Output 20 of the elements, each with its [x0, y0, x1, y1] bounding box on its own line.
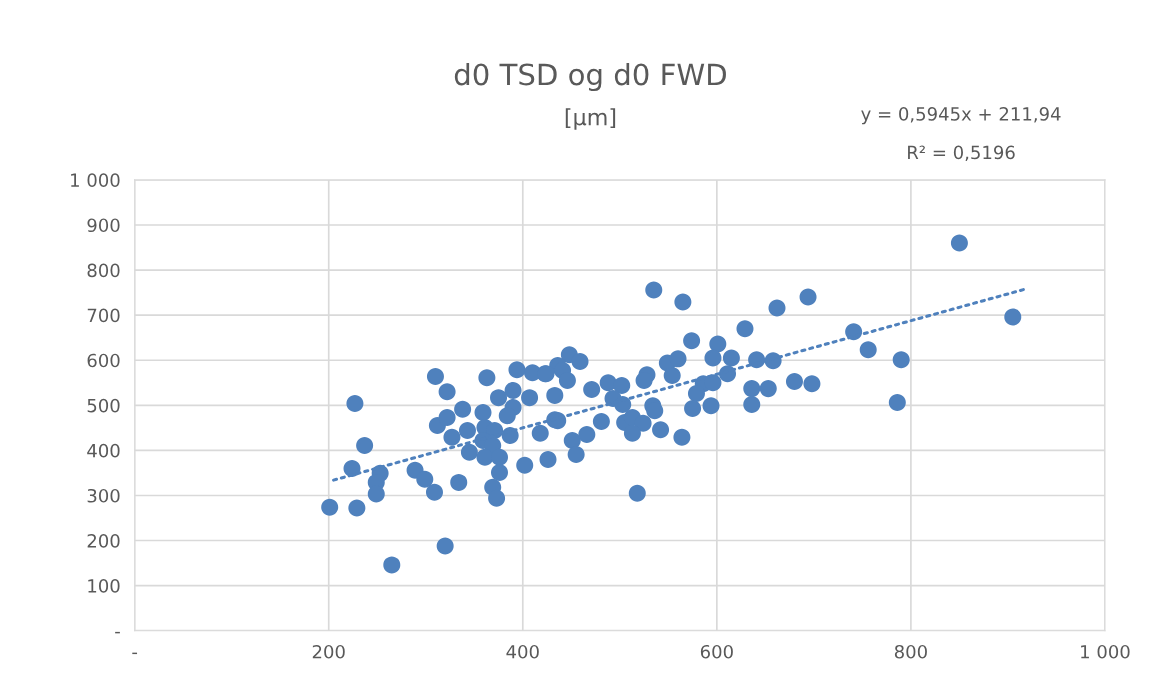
- chart-subtitle: [µm]: [565, 108, 616, 130]
- chart-title: d0 TSD og d0 FWD: [454, 62, 726, 92]
- y-tick-label: 300: [87, 488, 120, 503]
- y-tick-label: 900: [87, 218, 120, 233]
- x-tick-label: 1 000: [1081, 644, 1130, 659]
- y-tick-label: 200: [87, 534, 120, 548]
- y-tick-label: 700: [87, 308, 120, 323]
- x-tick-label: 600: [700, 644, 733, 659]
- x-tick-label: 200: [312, 644, 345, 659]
- x-tick-label: 400: [506, 644, 539, 659]
- y-tick-label: 500: [87, 398, 120, 413]
- x-tick-label: 800: [894, 644, 927, 659]
- y-tick-label: 100: [88, 579, 120, 593]
- text: y = 0,5945x + 211,94: [861, 107, 1061, 125]
- text: R² = 0,5196: [908, 145, 1015, 162]
- y-tick-label: 600: [87, 353, 120, 368]
- y-tick-label: 400: [87, 443, 120, 458]
- y-tick-label: 800: [87, 263, 120, 278]
- y-tick-label: 1 000: [71, 173, 120, 188]
- y-tick-label: -: [115, 631, 120, 634]
